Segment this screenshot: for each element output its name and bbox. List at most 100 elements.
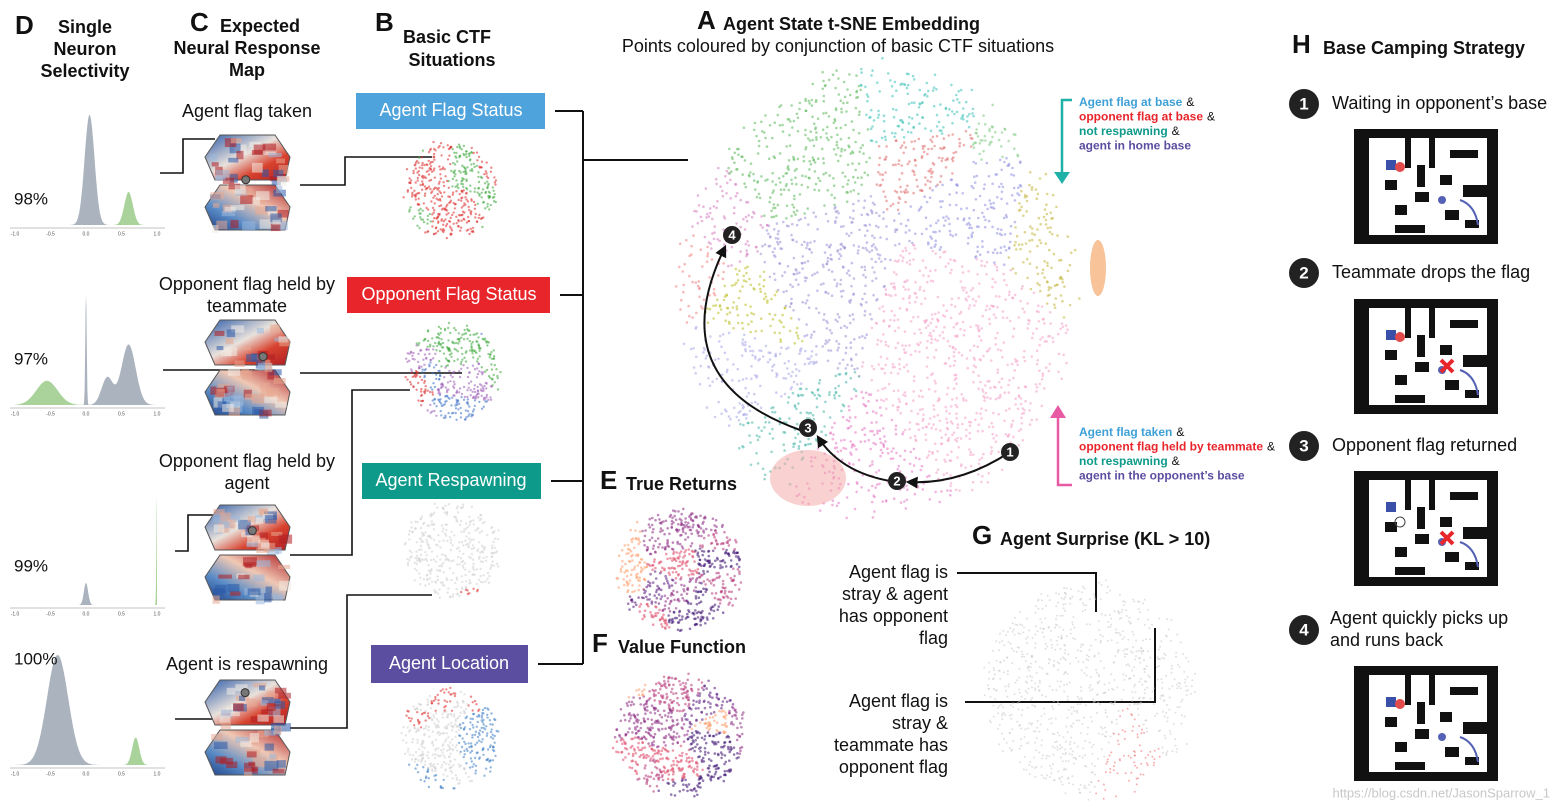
point: [486, 713, 489, 716]
point: [997, 450, 1000, 454]
point: [712, 304, 715, 308]
point: [830, 135, 833, 139]
point: [426, 712, 430, 715]
point: [1037, 304, 1040, 308]
point: [822, 94, 826, 98]
point: [472, 519, 475, 522]
point: [655, 590, 658, 594]
point: [744, 386, 747, 390]
point: [455, 778, 459, 781]
point: [479, 513, 483, 517]
point: [690, 244, 693, 248]
point: [471, 567, 474, 570]
point: [989, 141, 992, 145]
point: [710, 528, 713, 532]
point: [831, 503, 834, 507]
point: [868, 250, 871, 254]
point: [426, 222, 429, 225]
point: [443, 691, 446, 694]
point: [416, 727, 420, 731]
map-cell: [229, 591, 241, 596]
point: [828, 174, 831, 177]
point: [839, 154, 842, 158]
point: [435, 187, 438, 190]
point: [434, 698, 437, 701]
point: [804, 443, 807, 447]
map-cell: [228, 183, 241, 190]
point: [844, 123, 847, 127]
point: [928, 498, 932, 501]
point: [972, 186, 975, 190]
point: [932, 163, 936, 166]
point: [670, 522, 674, 526]
point: [914, 456, 918, 460]
point: [475, 725, 478, 728]
point: [741, 321, 744, 325]
point: [444, 414, 447, 417]
point: [963, 286, 967, 290]
point: [1014, 403, 1017, 406]
point: [744, 242, 748, 246]
point: [856, 367, 859, 370]
point: [759, 287, 762, 291]
point: [799, 393, 803, 397]
point: [801, 339, 804, 343]
point: [949, 233, 952, 236]
point: [755, 452, 758, 455]
point: [684, 549, 688, 552]
point: [449, 760, 452, 763]
point: [897, 201, 900, 205]
point: [433, 158, 436, 161]
point: [743, 228, 747, 231]
point: [467, 220, 470, 223]
point: [1008, 379, 1011, 382]
map-cell: [260, 382, 270, 390]
point: [713, 524, 716, 527]
point: [936, 295, 940, 299]
point: [815, 138, 818, 141]
point: [911, 169, 914, 173]
point: [957, 351, 961, 354]
point: [851, 162, 854, 165]
point: [465, 198, 468, 201]
point: [837, 93, 841, 96]
map-cell: [244, 762, 256, 772]
point: [459, 711, 462, 714]
point: [415, 388, 418, 391]
point: [477, 362, 481, 366]
point: [809, 241, 812, 244]
point: [882, 427, 885, 430]
point: [856, 252, 860, 255]
point: [857, 199, 860, 203]
point: [461, 503, 465, 506]
point: [487, 581, 491, 584]
point: [410, 368, 413, 371]
point: [422, 753, 425, 756]
point: [817, 311, 821, 315]
point: [930, 246, 933, 249]
point: [863, 314, 866, 317]
point: [991, 425, 995, 429]
point: [443, 699, 446, 702]
point: [628, 608, 631, 611]
point: [944, 265, 947, 268]
point: [869, 393, 873, 396]
title-line: Map: [229, 60, 265, 80]
point: [952, 431, 956, 435]
annotation: stray & agent: [842, 584, 948, 604]
point: [480, 530, 484, 533]
point: [662, 613, 665, 617]
point: [737, 419, 741, 422]
point: [446, 381, 450, 384]
point: [899, 190, 903, 194]
point: [702, 587, 705, 590]
point: [818, 179, 822, 183]
point: [705, 216, 708, 219]
point: [759, 406, 763, 410]
point: [468, 570, 471, 573]
point: [773, 313, 777, 317]
point: [964, 129, 968, 133]
point: [804, 133, 807, 137]
point: [926, 280, 929, 284]
point: [899, 501, 903, 504]
